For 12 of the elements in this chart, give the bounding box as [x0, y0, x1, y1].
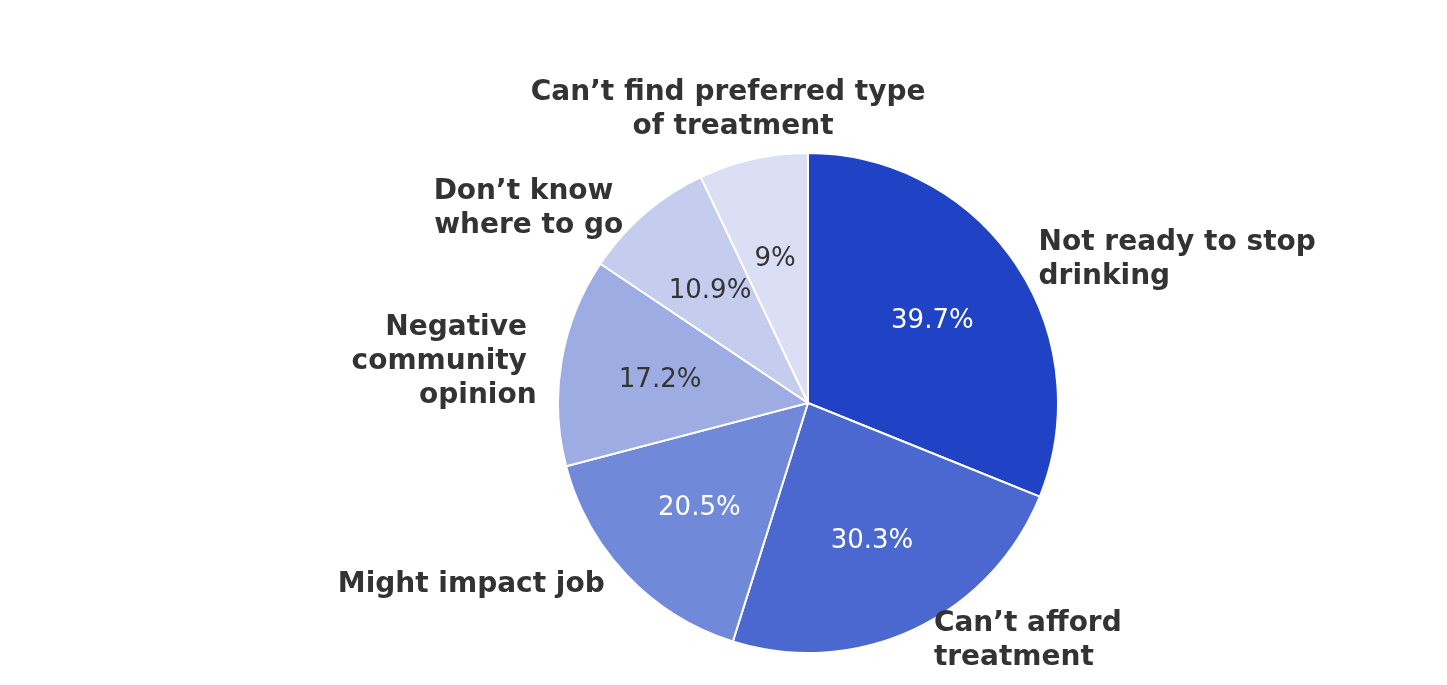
- data-label: 30.3%: [830, 523, 914, 554]
- slice-label: Can’t find preferred type of treatment: [530, 73, 936, 141]
- data-label: 17.2%: [618, 363, 702, 393]
- data-label: 20.5%: [658, 491, 741, 522]
- slice-label: Can’t afford treatment: [933, 604, 1132, 672]
- data-label: 39.7%: [891, 304, 974, 335]
- slice-label: Negative community opinion: [351, 309, 537, 411]
- data-label: 9%: [754, 241, 796, 272]
- slice-label: Might impact job: [337, 565, 605, 599]
- data-label: 10.9%: [668, 274, 752, 305]
- slice-label: Don’t know where to go: [433, 172, 624, 240]
- slice-label: Not ready to stop drinking: [1038, 224, 1326, 292]
